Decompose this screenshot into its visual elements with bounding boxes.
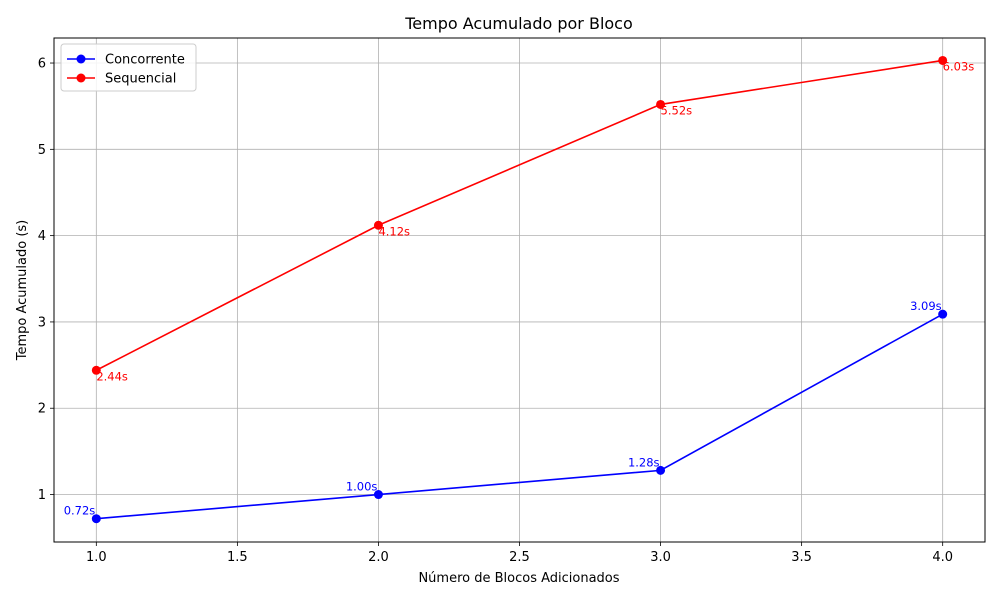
data-point: [91, 365, 101, 375]
y-tick-label: 4: [38, 229, 46, 244]
data-label: 3.09s: [910, 299, 942, 313]
series-line: [95, 59, 943, 371]
legend-marker: [76, 54, 86, 64]
x-tick-label: 1.5: [227, 550, 248, 565]
x-tick-label: 1.0: [86, 550, 107, 565]
series-line: [96, 313, 944, 520]
legend: Concorrente Sequencial: [60, 43, 197, 92]
y-tick-label: 6: [38, 57, 46, 72]
data-point: [656, 99, 666, 109]
data-point: [656, 465, 666, 475]
x-tick-label: 4.0: [932, 550, 953, 565]
legend-marker: [76, 73, 86, 83]
legend-box: [60, 43, 197, 92]
data-label: 1.28s: [628, 455, 660, 469]
data-point: [938, 309, 948, 319]
data-point: [938, 55, 948, 65]
x-tick-label: 3.0: [650, 550, 671, 565]
y-tick-label: 1: [38, 488, 46, 503]
axis-ticks: 1.0 1.5 2.0 2.5 3.0 3.5 4.0 1 2 3 4 5 6: [38, 57, 953, 565]
legend-label: Concorrente: [105, 53, 185, 68]
chart-title: Tempo Acumulado por Bloco: [404, 14, 633, 33]
data-label: 6.03s: [943, 59, 975, 73]
grid: [54, 38, 985, 542]
data-label: 2.44s: [96, 369, 128, 383]
series-layer: 0.72s 1.00s 1.28s 3.09s 2.44s 4.12s 5.52s 6.03s: [64, 55, 975, 524]
legend-item-concorrente: Concorrente: [67, 53, 185, 68]
data-label: 5.52s: [661, 103, 693, 117]
x-tick-label: 2.0: [368, 550, 389, 565]
x-tick-label: 3.5: [791, 550, 812, 565]
data-point: [373, 490, 383, 500]
data-point: [373, 220, 383, 230]
y-tick-label: 3: [38, 315, 46, 330]
x-axis-label: Número de Blocos Adicionados: [418, 571, 619, 586]
y-tick-label: 2: [38, 402, 46, 417]
data-label: 0.72s: [64, 504, 96, 518]
data-label: 1.00s: [346, 480, 378, 494]
series-sequencial: 2.44s 4.12s 5.52s 6.03s: [91, 55, 975, 383]
data-point: [91, 514, 101, 524]
y-tick-label: 5: [38, 143, 46, 158]
data-label: 4.12s: [378, 224, 410, 238]
y-axis-label: Tempo Acumulado (s): [15, 220, 30, 362]
legend-label: Sequencial: [105, 72, 176, 87]
x-tick-label: 2.5: [509, 550, 530, 565]
series-concorrente: 0.72s 1.00s 1.28s 3.09s: [64, 299, 948, 524]
legend-item-sequencial: Sequencial: [67, 72, 176, 87]
